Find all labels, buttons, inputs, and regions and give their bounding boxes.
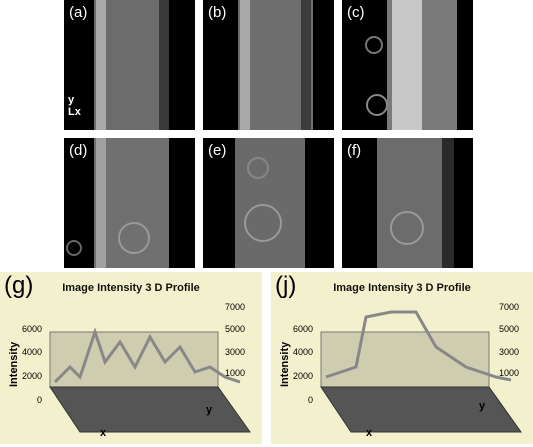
micrograph-f: (f) [342,138,473,268]
axis-indicator-corner: L [68,106,75,118]
left-tick-0: 6000 [22,324,43,334]
right-tick-2: 3000 [499,347,520,357]
surface-3d-j [320,310,522,433]
micrograph-a: (a) y Lx [64,0,195,130]
axis-indicator: y Lx [68,94,81,118]
micrograph-d-image [66,138,169,268]
right-tick-1: 5000 [499,324,520,334]
micrograph-c-image [365,0,457,130]
panel-label-c: (c) [347,4,365,21]
left-tick-3: 0 [308,395,314,405]
micrograph-c: (c) [342,0,473,130]
profile-plot-j: (j) Image Intensity 3 D Profile 6000 400… [271,272,533,444]
plot-title-g: Image Intensity 3 D Profile [62,282,200,294]
plot-title-j: Image Intensity 3 D Profile [333,282,471,294]
left-tick-1: 4000 [22,347,43,357]
left-tick-2: 2000 [22,371,43,381]
micrograph-e-image [235,138,305,268]
left-tick-2: 2000 [293,371,314,381]
micrograph-b-image [238,0,313,130]
right-tick-0: 7000 [499,302,520,312]
right-tick-0: 7000 [225,302,246,312]
x-axis-label-g: x [100,427,107,439]
profile-plot-g: (g) Image Intensity 3 D Profile 6000 400… [0,272,262,444]
panel-label-b: (b) [208,4,227,21]
y-axis-label-j: y [479,400,486,412]
micrograph-d: (d) [64,138,195,268]
left-tick-1: 4000 [293,347,314,357]
axis-indicator-x: x [74,106,81,118]
left-tick-3: 0 [37,395,43,405]
micrograph-f-image [377,138,454,268]
x-axis-label-j: x [366,427,373,439]
right-tick-3: 1000 [225,368,246,378]
panel-label-e: (e) [208,142,227,159]
surface-3d-g [49,327,251,433]
panel-label-f: (f) [347,142,362,159]
z-axis-label-g: Intensity [8,341,20,387]
right-tick-1: 5000 [225,324,246,334]
micrograph-a-image [94,0,169,130]
axis-indicator-y: y [68,94,75,106]
y-axis-label-g: y [206,404,213,416]
micrograph-b: (b) [203,0,334,130]
panel-label-j: (j) [275,272,297,299]
right-tick-2: 3000 [225,347,246,357]
micrograph-e: (e) [203,138,334,268]
z-axis-label-j: Intensity [279,341,291,387]
left-tick-0: 6000 [293,324,314,334]
right-tick-3: 1000 [499,368,520,378]
panel-label-g: (g) [4,272,34,299]
panel-label-a: (a) [69,4,88,21]
panel-label-d: (d) [69,142,88,159]
